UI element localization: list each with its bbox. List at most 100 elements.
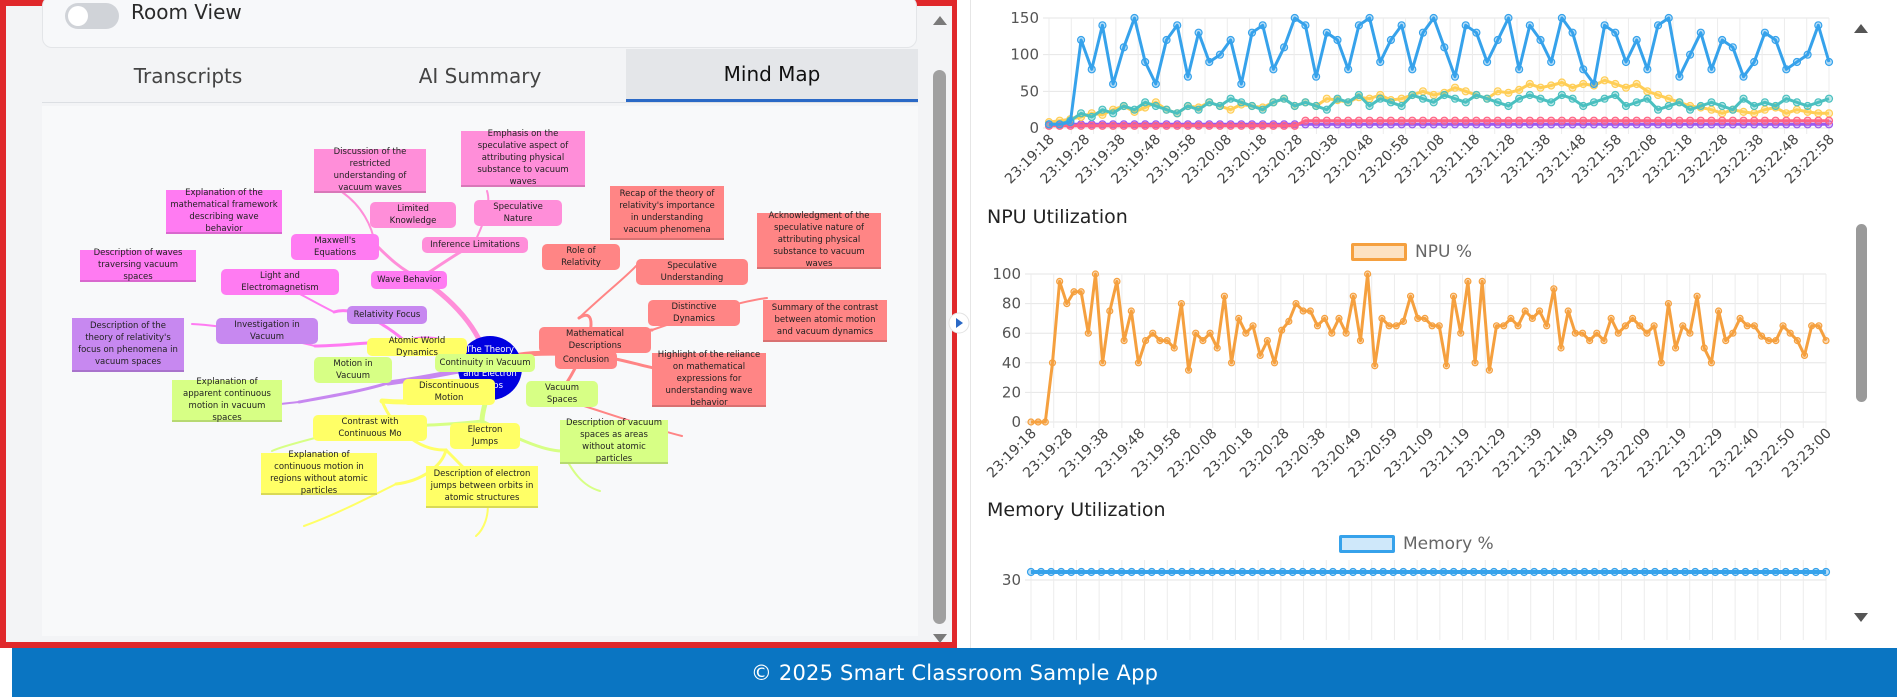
node-contrast-continuous[interactable]: Contrast with Continuous Mo [313, 415, 427, 441]
data-point [1076, 121, 1086, 130]
data-point [1728, 116, 1737, 125]
data-point [1707, 105, 1716, 114]
data-point [1376, 57, 1385, 67]
scrollbar-thumb[interactable] [933, 70, 946, 624]
data-point [1685, 116, 1695, 125]
left-scrollbar[interactable] [929, 6, 951, 646]
leaf-math-framework[interactable]: Explanation of the mathematical framewor… [166, 188, 282, 234]
node-motion-vacuum[interactable]: Motion in Vacuum [314, 357, 392, 383]
node-continuity-vacuum[interactable]: Continuity in Vacuum [435, 354, 535, 372]
scroll-up-icon[interactable] [1854, 24, 1868, 33]
data-point [1365, 94, 1374, 103]
scroll-down-icon[interactable] [933, 634, 947, 643]
node-role-relativity[interactable]: Role of Relativity [542, 244, 620, 270]
node-wave-behavior[interactable]: Wave Behavior [371, 271, 447, 289]
data-point [1718, 116, 1727, 125]
data-point [1600, 116, 1609, 125]
leaf-apparent-motion[interactable]: Explanation of apparent continuous motio… [172, 377, 282, 423]
leaf-recap-relativity[interactable]: Recap of the theory of relativity's impo… [610, 186, 724, 240]
node-relativity-focus[interactable]: Relativity Focus [347, 306, 427, 324]
leaf-emphasis-speculative[interactable]: Emphasis on the speculative aspect of at… [461, 129, 585, 187]
data-point [1722, 336, 1730, 345]
data-point [1686, 329, 1694, 337]
data-point [1530, 567, 1539, 577]
mind-map-panel: Room View Transcripts AI Summary Mind Ma… [0, 0, 957, 648]
node-speculative-nature[interactable]: Speculative Nature [474, 200, 562, 226]
node-conclusion[interactable]: Conclusion [555, 351, 617, 369]
data-point [1675, 116, 1684, 125]
scroll-up-icon[interactable] [933, 16, 947, 25]
leaf-acknowledgment[interactable]: Acknowledgment of the speculative nature… [757, 211, 881, 269]
leaf-summary-contrast[interactable]: Summary of the contrast between atomic m… [763, 300, 887, 342]
data-point [1227, 359, 1236, 367]
scrollbar-thumb[interactable] [1856, 224, 1867, 402]
memory-legend[interactable]: Memory % [1339, 534, 1494, 554]
data-point [1279, 121, 1289, 130]
leaf-continuous-regions[interactable]: Explanation of continuous motion in regi… [261, 450, 377, 496]
node-speculative-understanding[interactable]: Speculative Understanding [636, 259, 748, 285]
npu-legend[interactable]: NPU % [1351, 242, 1472, 262]
data-point [1237, 79, 1246, 89]
node-light-electromagnetism[interactable]: Light and Electromagnetism [221, 269, 339, 295]
data-point [1568, 28, 1577, 37]
data-point [1157, 567, 1166, 577]
node-electron-jumps[interactable]: Electron Jumps [450, 423, 520, 449]
data-point [1489, 567, 1499, 577]
data-point [1782, 94, 1791, 103]
leaf-waves-traversing[interactable]: Description of waves traversing vacuum s… [80, 248, 196, 282]
data-point [1151, 101, 1160, 111]
data-point [1220, 292, 1228, 300]
data-point [1385, 322, 1393, 330]
data-point [1173, 121, 1182, 130]
data-point [1536, 35, 1545, 45]
data-point [1450, 72, 1460, 81]
data-point [1757, 332, 1766, 340]
data-point [1228, 567, 1237, 577]
tab-ai-summary[interactable]: AI Summary [418, 63, 542, 88]
tab-transcripts[interactable]: Transcripts [133, 63, 243, 88]
data-point [1504, 88, 1513, 97]
data-point [1761, 567, 1770, 577]
data-point [1640, 567, 1649, 577]
data-point [1600, 336, 1608, 345]
data-point [1547, 57, 1556, 67]
leaf-highlight-reliance[interactable]: Highlight of the reliance on mathematica… [652, 350, 766, 408]
panel-resize-handle-icon[interactable] [948, 312, 970, 334]
node-inference-limitations[interactable]: Inference Limitations [422, 237, 528, 253]
leaf-restricted-understanding[interactable]: Discussion of the restricted understandi… [314, 147, 426, 193]
data-point [1743, 322, 1751, 330]
node-discontinuous-motion[interactable]: Discontinuous Motion [403, 379, 495, 405]
data-point [1760, 105, 1769, 114]
leaf-electron-orbits[interactable]: Description of electron jumps between or… [426, 466, 538, 508]
data-point [1354, 116, 1363, 125]
data-point [1803, 50, 1812, 59]
data-point [1292, 299, 1300, 308]
data-point [1741, 567, 1750, 577]
scroll-down-icon[interactable] [1854, 613, 1868, 622]
node-atomic-world-dynamics[interactable]: Atomic World Dynamics [367, 336, 467, 358]
node-limited-knowledge[interactable]: Limited Knowledge [370, 202, 456, 228]
leaf-vacuum-areas[interactable]: Description of vacuum spaces as areas wi… [560, 418, 668, 464]
data-point [1109, 79, 1118, 89]
node-investigation-vacuum[interactable]: Investigation in Vacuum [216, 318, 318, 344]
data-point [1194, 105, 1203, 114]
room-view-toggle[interactable] [65, 3, 119, 29]
data-point [1226, 35, 1235, 45]
data-point [1440, 116, 1449, 125]
node-distinctive-dynamics[interactable]: Distinctive Dynamics [648, 300, 740, 326]
data-point [1814, 21, 1823, 30]
data-point [1632, 98, 1641, 107]
data-point [1047, 567, 1056, 577]
node-math-descriptions[interactable]: Mathematical Descriptions [539, 327, 651, 353]
data-point [1782, 109, 1791, 118]
node-maxwells-equations[interactable]: Maxwell's Equations [291, 234, 379, 260]
data-point [1472, 116, 1481, 125]
data-point [1632, 35, 1641, 45]
right-scrollbar[interactable] [1848, 0, 1874, 640]
data-point [1194, 28, 1203, 37]
node-vacuum-spaces[interactable]: Vacuum Spaces [526, 381, 598, 407]
data-point [1824, 57, 1834, 67]
data-point [1621, 101, 1631, 111]
leaf-theory-focus[interactable]: Description of the theory of relativity'… [72, 318, 184, 372]
tab-mind-map[interactable]: Mind Map [626, 49, 918, 102]
